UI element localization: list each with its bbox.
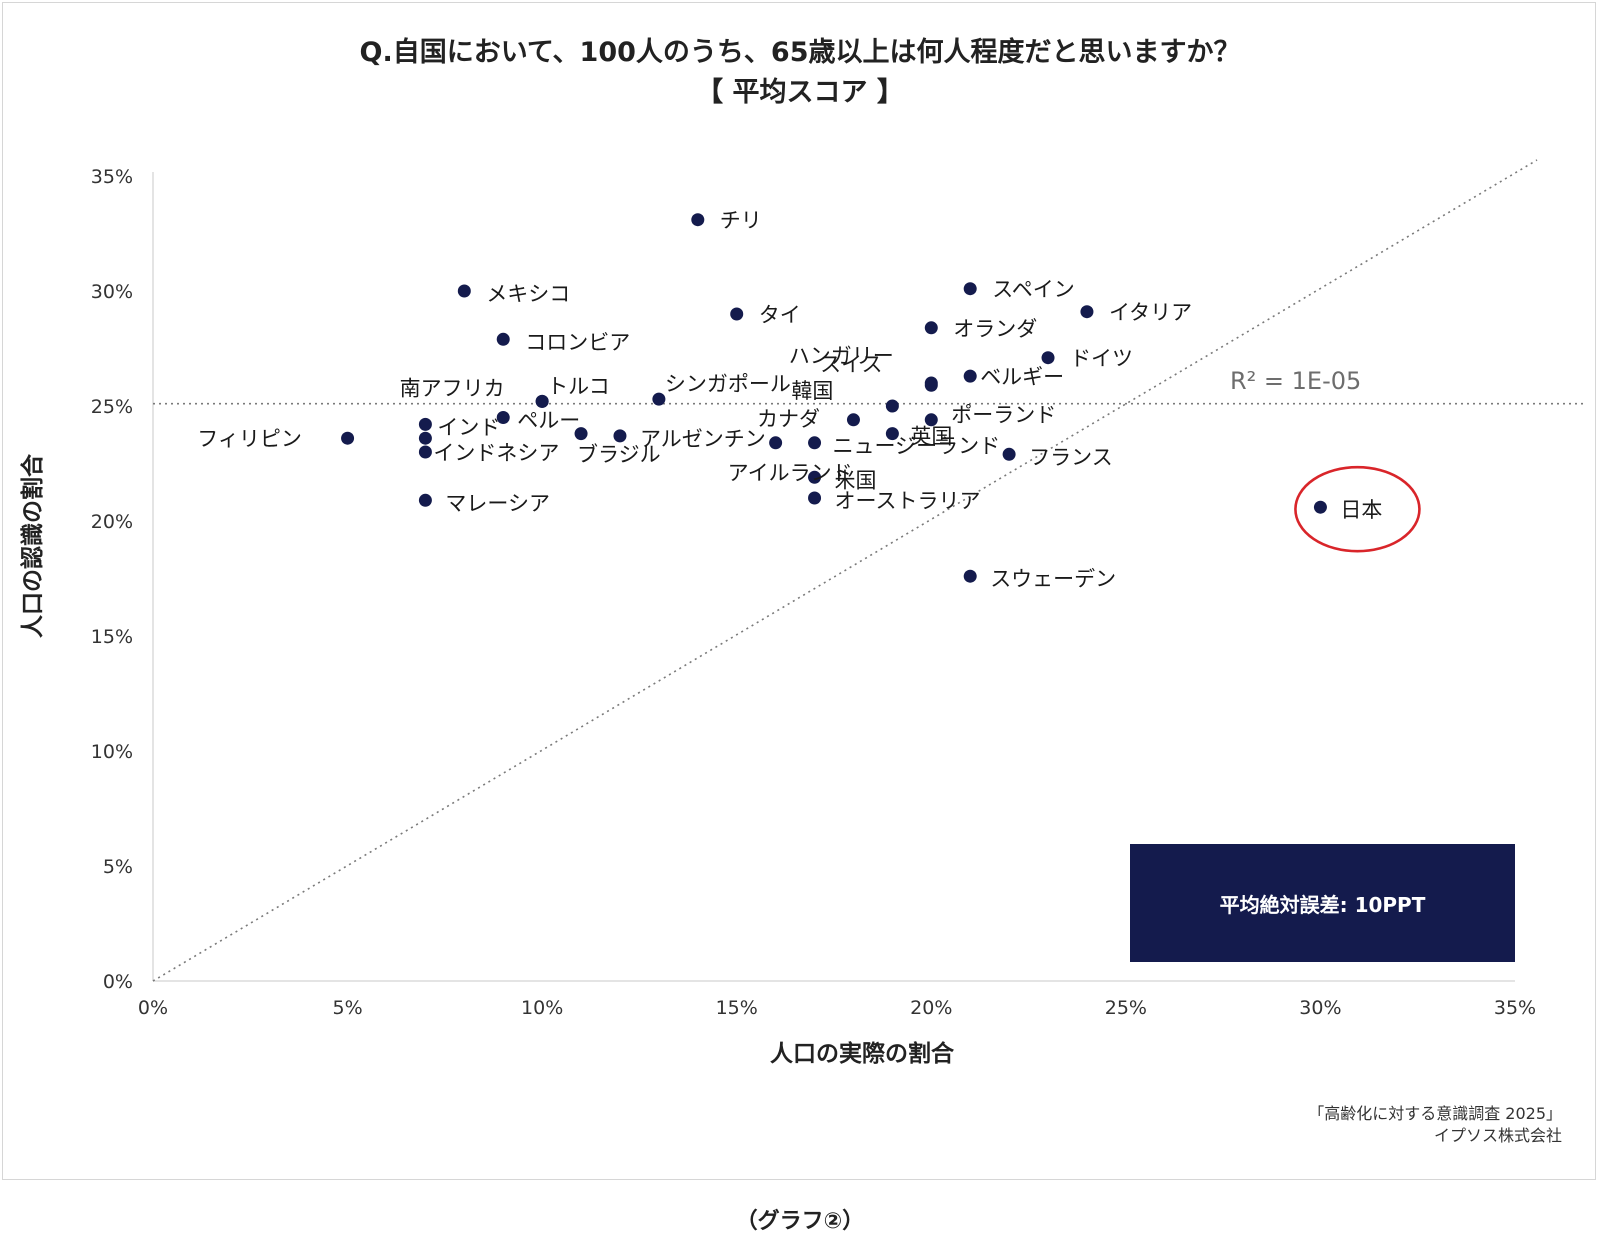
y-tick-label: 25% xyxy=(91,396,133,418)
data-point xyxy=(1002,447,1016,461)
data-point xyxy=(1313,500,1327,514)
data-point xyxy=(963,369,977,383)
point-label: インドネシア xyxy=(433,441,559,465)
data-points xyxy=(341,213,1327,583)
figure-caption: （グラフ②） xyxy=(735,1209,865,1234)
point-label: チリ xyxy=(720,209,762,233)
point-label: ドイツ xyxy=(1070,347,1133,371)
point-label: カナダ xyxy=(757,407,820,431)
point-label: アルゼンチン xyxy=(640,427,766,451)
data-point xyxy=(418,417,432,431)
point-label: 日本 xyxy=(1340,498,1382,522)
point-label: スウェーデン xyxy=(990,567,1116,591)
chart-frame xyxy=(2,2,1596,1180)
x-tick-label: 30% xyxy=(1299,997,1341,1019)
data-point xyxy=(769,436,783,450)
highlight-circle xyxy=(1294,465,1421,553)
chart-subtitle: 【 平均スコア 】 xyxy=(696,77,904,108)
point-label: フィリピン xyxy=(197,427,302,451)
y-tick-label: 5% xyxy=(103,856,133,878)
data-point xyxy=(457,284,471,298)
point-label: 南アフリカ xyxy=(400,376,505,400)
x-tick-label: 10% xyxy=(521,997,563,1019)
data-point xyxy=(496,411,510,424)
point-label: シンガポール xyxy=(665,372,791,396)
source-company: イプソス株式会社 xyxy=(1433,1126,1562,1145)
point-label: 英国 xyxy=(910,425,952,449)
y-axis-title: 人口の認識の割合 xyxy=(19,453,46,638)
x-tick-label: 20% xyxy=(910,997,952,1019)
data-point xyxy=(574,427,588,441)
diagonal-reference-line xyxy=(152,159,1538,982)
y-tick-label: 20% xyxy=(91,511,133,533)
point-label: トルコ xyxy=(547,374,610,398)
y-tick-label: 30% xyxy=(91,281,133,303)
chart-title: Q.自国において、100人のうち、65歳以上は何人程度だと思いますか？ xyxy=(359,37,1241,68)
axes: 0% 5% 10% 15% 20% 25% 30% 35% 0% 5% 10% 15% 20% 25% 30… xyxy=(91,166,1536,1019)
source-survey: 「高齢化に対する意識調査 2025」 xyxy=(1308,1104,1562,1123)
x-tick-label: 35% xyxy=(1494,997,1536,1019)
x-tick-label: 5% xyxy=(332,997,362,1019)
source-note: 「高齢化に対する意識調査 2025」 イプソス株式会社 xyxy=(1308,1103,1562,1147)
data-point xyxy=(691,213,705,227)
data-point xyxy=(652,392,666,406)
data-point xyxy=(496,332,510,346)
point-label: オランダ xyxy=(953,317,1037,341)
data-point xyxy=(808,436,822,450)
data-point xyxy=(963,569,977,583)
point-label: ブラジル xyxy=(577,443,661,467)
mean-absolute-error-label: 平均絶対誤差: 10PPT xyxy=(1219,892,1426,917)
data-point xyxy=(924,321,938,335)
point-label: ポーランド xyxy=(951,403,1056,427)
data-point xyxy=(1080,305,1094,319)
point-label: ベルギー xyxy=(980,365,1064,389)
data-point xyxy=(418,493,432,507)
data-point xyxy=(924,378,938,392)
point-label: 韓国 xyxy=(791,379,833,403)
point-label: イタリア xyxy=(1109,301,1192,325)
point-label: スペイン xyxy=(992,278,1075,302)
point-label: コロンビア xyxy=(525,330,630,354)
point-label: フランス xyxy=(1029,445,1113,469)
y-tick-label: 0% xyxy=(103,971,133,993)
data-point xyxy=(808,470,822,484)
point-label: メキシコ xyxy=(486,282,570,306)
point-label: インド xyxy=(437,415,500,439)
data-point xyxy=(924,413,938,427)
x-tick-label: 0% xyxy=(138,997,168,1019)
point-label: ペルー xyxy=(517,409,580,433)
data-point xyxy=(535,394,549,408)
r-squared-label: R² = 1E-05 xyxy=(1230,367,1361,395)
data-point xyxy=(808,491,822,505)
point-label: ハンガリー xyxy=(789,344,894,368)
point-label: スイス xyxy=(820,352,882,376)
x-tick-label: 15% xyxy=(716,997,758,1019)
point-label: ニュージーランド xyxy=(833,434,1001,458)
data-point xyxy=(885,427,899,441)
point-label: オーストラリア xyxy=(835,489,981,513)
y-tick-label: 15% xyxy=(91,626,133,648)
x-tick-label: 25% xyxy=(1105,997,1147,1019)
data-point xyxy=(1041,351,1055,365)
data-point xyxy=(730,307,744,321)
x-axis-title: 人口の実際の割合 xyxy=(770,1040,955,1067)
data-point xyxy=(418,431,432,445)
y-tick-label: 10% xyxy=(91,741,133,763)
point-label: アイルランド xyxy=(728,461,853,485)
data-point xyxy=(341,431,355,445)
data-point xyxy=(885,399,899,413)
point-label: 米国 xyxy=(835,468,877,492)
data-point xyxy=(418,445,432,459)
point-label: タイ xyxy=(759,303,801,327)
data-point xyxy=(613,429,627,443)
guide-lines xyxy=(152,159,1585,982)
point-label: マレーシア xyxy=(445,491,550,515)
y-tick-label: 35% xyxy=(91,166,133,188)
mean-absolute-error-box: 平均絶対誤差: 10PPT xyxy=(1130,844,1515,962)
data-point xyxy=(846,413,860,427)
data-point xyxy=(963,282,977,296)
